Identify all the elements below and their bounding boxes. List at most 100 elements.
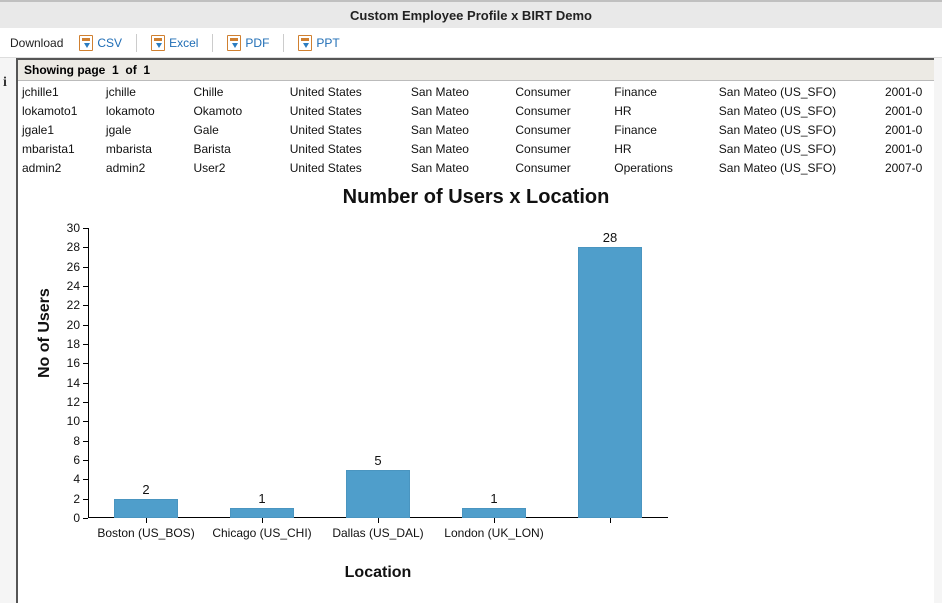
table-cell: mbarista1 [20, 140, 102, 157]
toolbar-separator [212, 34, 213, 52]
download-pdf-button[interactable]: PDF [221, 35, 275, 51]
y-tick-label: 6 [73, 453, 88, 467]
y-tick-label: 10 [67, 414, 88, 428]
bar-value-label: 2 [142, 482, 149, 497]
pager-current: 1 [112, 63, 119, 77]
y-tick-label: 26 [67, 260, 88, 274]
toolbar-separator [283, 34, 284, 52]
table-cell: jchille1 [20, 83, 102, 100]
table-cell: San Mateo [409, 121, 511, 138]
pager: Showing page 1 of 1 [18, 60, 934, 81]
x-tick-label: Chicago (US_CHI) [212, 518, 311, 540]
chart-title: Number of Users x Location [18, 178, 934, 215]
employee-table: jchille1jchilleChilleUnited StatesSan Ma… [18, 81, 934, 178]
table-cell: Consumer [513, 159, 610, 176]
bar[interactable] [230, 508, 294, 518]
y-tick-label: 8 [73, 434, 88, 448]
download-pdf-label: PDF [245, 36, 269, 50]
table-cell: jgale1 [20, 121, 102, 138]
table-row[interactable]: mbarista1mbaristaBaristaUnited StatesSan… [20, 140, 932, 157]
y-tick-label: 20 [67, 318, 88, 332]
table-cell: San Mateo (US_SFO) [717, 121, 881, 138]
table-cell: United States [288, 102, 407, 119]
download-excel-label: Excel [169, 36, 198, 50]
table-row[interactable]: jgale1jgaleGaleUnited StatesSan MateoCon… [20, 121, 932, 138]
table-cell: San Mateo (US_SFO) [717, 102, 881, 119]
x-tick-label: London (UK_LON) [444, 518, 543, 540]
table-cell: United States [288, 83, 407, 100]
table-cell: Gale [191, 121, 285, 138]
x-tick-label: Dallas (US_DAL) [332, 518, 423, 540]
y-tick-label: 12 [67, 395, 88, 409]
pager-prefix: Showing page [24, 63, 105, 77]
download-pdf-icon [227, 35, 241, 51]
bar[interactable] [114, 499, 178, 518]
download-csv-button[interactable]: CSV [73, 35, 128, 51]
table-cell: San Mateo [409, 140, 511, 157]
y-tick-label: 0 [73, 511, 88, 525]
download-excel-icon [151, 35, 165, 51]
y-tick-label: 30 [67, 221, 88, 235]
y-tick-label: 18 [67, 337, 88, 351]
chart-plot-area: 0246810121416182022242628302Boston (US_B… [88, 228, 668, 518]
table-cell: jgale [104, 121, 190, 138]
table-row[interactable]: lokamoto1lokamotoOkamotoUnited StatesSan… [20, 102, 932, 119]
table-cell: San Mateo (US_SFO) [717, 140, 881, 157]
table-cell: 2001-0 [883, 140, 932, 157]
table-cell: United States [288, 140, 407, 157]
y-tick-label: 4 [73, 472, 88, 486]
x-tick-label: Boston (US_BOS) [97, 518, 194, 540]
y-tick-label: 22 [67, 298, 88, 312]
chart-container: Number of Users x Location No of Users 0… [18, 178, 934, 588]
table-cell: Consumer [513, 140, 610, 157]
table-cell: San Mateo (US_SFO) [717, 159, 881, 176]
table-row[interactable]: jchille1jchilleChilleUnited StatesSan Ma… [20, 83, 932, 100]
y-axis-title: No of Users [36, 288, 54, 378]
report-frame: Showing page 1 of 1 jchille1jchilleChill… [16, 58, 934, 603]
table-cell: 2001-0 [883, 121, 932, 138]
table-cell: Consumer [513, 83, 610, 100]
download-ppt-button[interactable]: PPT [292, 35, 345, 51]
table-cell: San Mateo [409, 159, 511, 176]
bar-value-label: 28 [603, 230, 617, 245]
table-cell: lokamoto [104, 102, 190, 119]
table-cell: Operations [612, 159, 715, 176]
bar[interactable] [346, 470, 410, 518]
table-cell: mbarista [104, 140, 190, 157]
left-edge-clip: i [3, 75, 7, 91]
table-cell: User2 [191, 159, 285, 176]
table-cell: Chille [191, 83, 285, 100]
bar[interactable] [578, 247, 642, 518]
table-cell: United States [288, 159, 407, 176]
header-bar: Custom Employee Profile x BIRT Demo [0, 0, 942, 28]
table-cell: San Mateo [409, 83, 511, 100]
x-axis-title: Location [88, 564, 668, 582]
y-tick-label: 16 [67, 356, 88, 370]
pager-total: 1 [143, 63, 150, 77]
y-tick-label: 28 [67, 240, 88, 254]
table-cell: 2001-0 [883, 83, 932, 100]
download-excel-button[interactable]: Excel [145, 35, 204, 51]
table-row[interactable]: admin2admin2User2United StatesSan MateoC… [20, 159, 932, 176]
y-axis [88, 228, 89, 518]
table-cell: admin2 [104, 159, 190, 176]
table-cell: admin2 [20, 159, 102, 176]
table-cell: Consumer [513, 102, 610, 119]
download-toolbar: Download CSV Excel PDF PPT [0, 28, 942, 58]
page-title: Custom Employee Profile x BIRT Demo [350, 8, 592, 23]
bar-value-label: 1 [490, 491, 497, 506]
pager-of: of [125, 63, 136, 77]
table-cell: 2001-0 [883, 102, 932, 119]
table-cell: Finance [612, 83, 715, 100]
table-cell: HR [612, 102, 715, 119]
table-cell: Finance [612, 121, 715, 138]
table-cell: 2007-0 [883, 159, 932, 176]
download-ppt-icon [298, 35, 312, 51]
download-label: Download [10, 36, 63, 50]
table-cell: Consumer [513, 121, 610, 138]
toolbar-separator [136, 34, 137, 52]
x-tick [610, 518, 611, 523]
table-cell: San Mateo [409, 102, 511, 119]
y-tick-label: 2 [73, 492, 88, 506]
bar[interactable] [462, 508, 526, 518]
